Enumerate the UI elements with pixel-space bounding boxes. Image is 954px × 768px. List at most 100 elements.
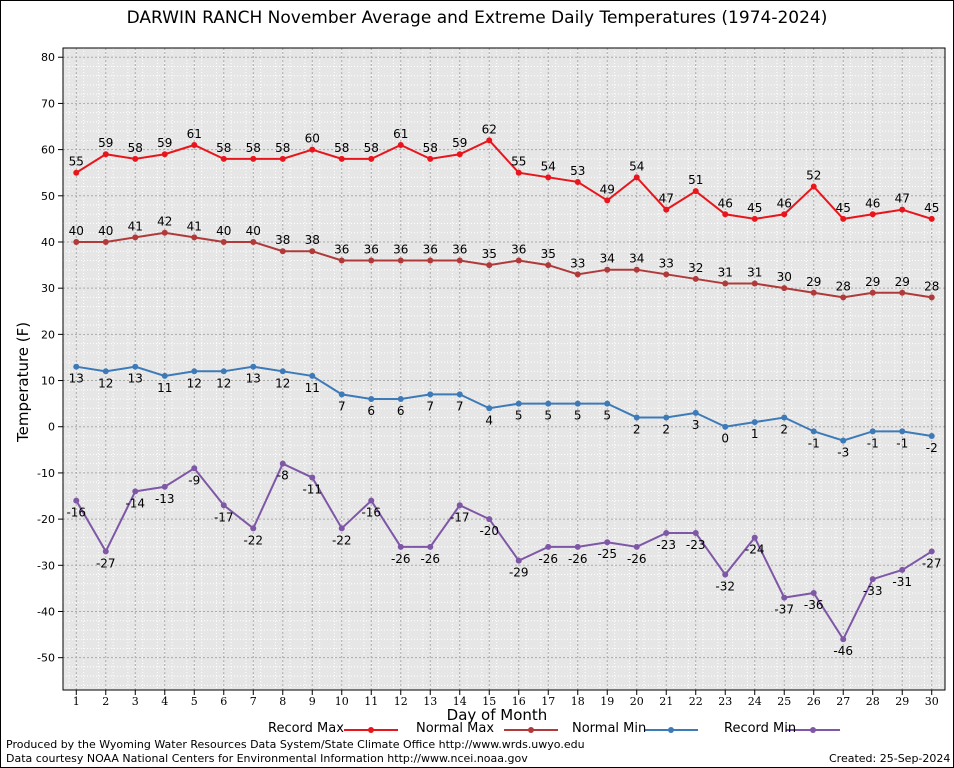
x-tick-label: 20: [630, 695, 644, 708]
data-point-normal-min: [663, 414, 670, 421]
y-tick-label: 60: [41, 144, 55, 157]
x-tick-label: 22: [689, 695, 703, 708]
data-point-normal-max: [368, 257, 375, 264]
data-label-record-min: -26: [391, 552, 411, 566]
x-tick-label: 8: [279, 695, 286, 708]
data-label-record-max: 58: [216, 141, 231, 155]
data-point-record-max: [751, 215, 758, 222]
legend-marker-record-min: [810, 727, 816, 733]
y-tick-label: 50: [41, 190, 55, 203]
legend-label-normal-min: Normal Min: [572, 721, 647, 736]
data-label-record-min: -24: [745, 543, 765, 557]
data-point-record-max: [250, 155, 257, 162]
data-label-record-max: 46: [777, 196, 792, 210]
y-tick-label: 30: [41, 282, 55, 295]
data-label-record-max: 54: [629, 159, 644, 173]
data-point-record-min: [220, 502, 227, 509]
data-point-record-max: [368, 155, 375, 162]
data-point-normal-min: [574, 400, 581, 407]
data-label-record-min: -17: [214, 510, 234, 524]
data-label-normal-min: -2: [926, 441, 938, 455]
data-point-record-min: [633, 543, 640, 550]
data-point-normal-max: [781, 285, 788, 292]
data-point-record-min: [928, 548, 935, 555]
data-label-record-min: -25: [597, 547, 617, 561]
data-label-record-max: 61: [187, 127, 202, 141]
data-point-record-min: [663, 529, 670, 536]
data-point-normal-min: [456, 391, 463, 398]
data-label-normal-max: 31: [747, 266, 762, 280]
x-axis-label: Day of Month: [446, 706, 548, 724]
data-point-normal-max: [840, 294, 847, 301]
data-point-record-min: [250, 525, 257, 532]
data-point-record-min: [486, 516, 493, 523]
data-point-normal-min: [692, 409, 699, 416]
data-label-normal-max: 34: [600, 252, 615, 266]
data-label-record-min: -26: [538, 552, 558, 566]
y-tick-label: -30: [37, 559, 55, 572]
data-label-record-min: -33: [863, 584, 883, 598]
legend-marker-normal-max: [528, 727, 534, 733]
data-label-normal-max: 35: [482, 247, 497, 261]
data-label-record-max: 47: [895, 192, 910, 206]
legend-label-normal-max: Normal Max: [416, 721, 495, 736]
data-label-normal-max: 28: [836, 279, 851, 293]
data-point-record-min: [279, 460, 286, 467]
data-label-record-min: -26: [568, 552, 588, 566]
data-label-normal-min: 12: [216, 376, 231, 390]
data-label-record-min: -26: [420, 552, 440, 566]
data-label-record-min: -31: [892, 575, 912, 589]
data-point-record-max: [928, 215, 935, 222]
data-point-record-min: [781, 594, 788, 601]
data-point-normal-max: [456, 257, 463, 264]
data-label-record-max: 59: [98, 136, 113, 150]
data-point-normal-min: [397, 396, 404, 403]
data-label-record-max: 58: [364, 141, 379, 155]
data-point-normal-min: [191, 368, 198, 375]
data-label-normal-min: -3: [837, 446, 849, 460]
data-point-normal-min: [545, 400, 552, 407]
data-point-normal-max: [751, 280, 758, 287]
y-tick-label: 80: [41, 51, 55, 64]
data-label-normal-max: 28: [924, 279, 939, 293]
data-point-record-min: [427, 543, 434, 550]
data-label-normal-max: 36: [393, 242, 408, 256]
legend-marker-record-max: [368, 727, 374, 733]
y-tick-label: 40: [41, 236, 55, 249]
data-label-record-min: -26: [627, 552, 647, 566]
x-tick-label: 16: [512, 695, 526, 708]
data-label-record-min: -37: [774, 603, 794, 617]
data-point-normal-max: [338, 257, 345, 264]
data-point-normal-min: [368, 396, 375, 403]
data-label-normal-max: 40: [69, 224, 84, 238]
data-label-normal-max: 36: [452, 242, 467, 256]
plot-border: [62, 47, 946, 691]
data-point-record-min: [161, 483, 168, 490]
data-label-normal-max: 40: [246, 224, 261, 238]
data-label-record-min: -27: [922, 556, 942, 570]
data-point-record-min: [456, 502, 463, 509]
data-label-record-max: 52: [806, 169, 821, 183]
legend-label-record-min: Record Min: [724, 721, 797, 736]
data-label-record-min: -14: [125, 496, 145, 510]
data-point-record-min: [73, 497, 80, 504]
x-tick-label: 1: [73, 695, 80, 708]
x-tick-label: 25: [777, 695, 791, 708]
data-label-record-max: 58: [246, 141, 261, 155]
data-point-record-max: [279, 155, 286, 162]
data-label-record-max: 55: [69, 155, 84, 169]
data-point-record-max: [840, 215, 847, 222]
data-point-record-max: [574, 178, 581, 185]
y-tick-label: 0: [48, 421, 55, 434]
data-point-normal-max: [132, 234, 139, 241]
data-point-record-max: [899, 206, 906, 213]
data-label-record-min: -16: [361, 506, 381, 520]
x-tick-label: 29: [895, 695, 909, 708]
data-point-normal-max: [486, 262, 493, 269]
series-line-record-max: [75, 139, 933, 220]
data-point-normal-min: [515, 400, 522, 407]
data-label-record-min: -9: [188, 473, 200, 487]
data-point-normal-max: [633, 266, 640, 273]
data-point-normal-max: [102, 238, 109, 245]
data-point-record-max: [692, 188, 699, 195]
